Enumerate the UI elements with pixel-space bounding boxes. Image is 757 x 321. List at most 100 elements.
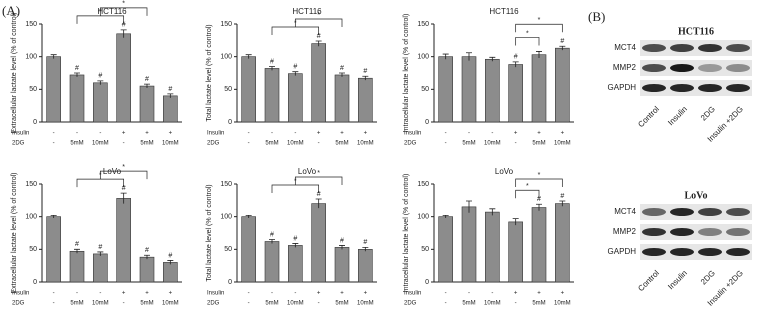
condition-label: 5mM [140, 301, 153, 307]
y-tick-label: 0 [228, 119, 232, 126]
y-axis-label: Total lactate level (% of control) [206, 184, 213, 281]
bar-mark: # [145, 247, 149, 254]
condition-label: - [123, 301, 125, 307]
bar [555, 47, 570, 123]
chart-title: HCT116 [97, 7, 127, 16]
bar-mark: # [293, 235, 297, 242]
error-bar [512, 218, 519, 226]
bar-mark: # [75, 65, 79, 72]
condition-label: 5mM [265, 141, 278, 147]
blot-band [670, 248, 694, 256]
error-bar [50, 54, 57, 59]
condition-label: - [248, 291, 250, 297]
bar [241, 56, 256, 123]
condition-name: 2DG [12, 301, 25, 307]
condition-label: - [53, 141, 55, 147]
condition-label: + [169, 131, 173, 137]
blot-band [698, 44, 722, 52]
error-bar [97, 80, 104, 85]
condition-label: + [317, 131, 321, 137]
bracket-label: * [526, 183, 529, 190]
bar [163, 262, 178, 283]
bar [93, 82, 108, 123]
condition-label: - [123, 141, 125, 147]
blot-band [698, 208, 722, 216]
condition-label: - [53, 291, 55, 297]
bar [438, 56, 453, 123]
bar [163, 95, 178, 123]
bar [264, 68, 280, 123]
error-bar [362, 246, 369, 252]
bracket [515, 23, 563, 33]
condition-name: 2DG [207, 141, 220, 147]
y-tick-label: 0 [33, 119, 37, 126]
blot-band [726, 84, 750, 92]
bar [264, 241, 280, 283]
error-bar [559, 45, 566, 51]
y-tick-label: 150 [417, 181, 429, 188]
condition-label: 10mM [357, 141, 374, 147]
condition-label: - [445, 301, 447, 307]
bar-mark: # [363, 68, 367, 75]
error-bar [536, 203, 542, 211]
y-tick-label: 100 [417, 214, 429, 221]
blot-lane-label: Control [636, 104, 661, 129]
y-axis-label: Extracellular lactate level (% of contro… [11, 13, 18, 134]
bracket [76, 178, 125, 188]
blot-band [670, 84, 694, 92]
y-tick-label: 50 [421, 86, 429, 93]
condition-label: - [445, 291, 447, 297]
bar [485, 58, 500, 123]
condition-label: - [76, 131, 78, 137]
bracket [294, 176, 343, 186]
blot-title: HCT116 [678, 26, 714, 37]
blot-row-label: MMP2 [613, 227, 637, 236]
condition-label: 5mM [70, 301, 83, 307]
bar [555, 203, 570, 283]
error-bar [144, 83, 150, 89]
bar [508, 221, 523, 283]
chart-title: HCT116 [489, 7, 519, 16]
blot-strip [640, 204, 752, 220]
bar [93, 253, 108, 283]
blot-band [726, 208, 750, 216]
condition-label: 10mM [92, 141, 109, 147]
bracket [515, 189, 540, 199]
y-tick-label: 0 [228, 279, 232, 286]
bracket-label: * [317, 170, 320, 177]
condition-label: 10mM [554, 141, 571, 147]
bar-mark: # [293, 64, 297, 71]
condition-label: - [76, 291, 78, 297]
bar-mark: # [98, 244, 102, 251]
panel-label: (B) [588, 9, 605, 24]
bracket [99, 7, 148, 16]
y-axis-label: Intracellular lactate level (% of contro… [403, 14, 410, 133]
y-tick-label: 150 [25, 181, 37, 188]
bracket-label: * [526, 30, 529, 37]
blot-row-label: MCT4 [614, 43, 636, 52]
condition-label: - [99, 131, 101, 137]
condition-label: - [318, 141, 320, 147]
blot-band [642, 208, 666, 216]
bar [288, 245, 303, 283]
error-bar [74, 72, 80, 77]
blot-band [698, 248, 722, 256]
blot-band [726, 248, 750, 256]
bar [69, 250, 85, 283]
condition-label: + [537, 131, 541, 137]
error-bar [97, 251, 104, 256]
blot-strip [640, 80, 752, 96]
blot-lane-label: 2DG [699, 269, 717, 287]
condition-label: - [271, 291, 273, 297]
blot-strip [640, 224, 752, 240]
condition-label: + [317, 291, 321, 297]
error-bar [292, 243, 299, 248]
bar-mark: # [363, 239, 367, 246]
blot-band [698, 84, 722, 92]
blot-lane-label: Insulin [666, 269, 689, 292]
error-bar [120, 192, 127, 204]
bar-mark: # [560, 38, 564, 45]
condition-label: 10mM [357, 301, 374, 307]
y-tick-label: 100 [220, 54, 232, 61]
